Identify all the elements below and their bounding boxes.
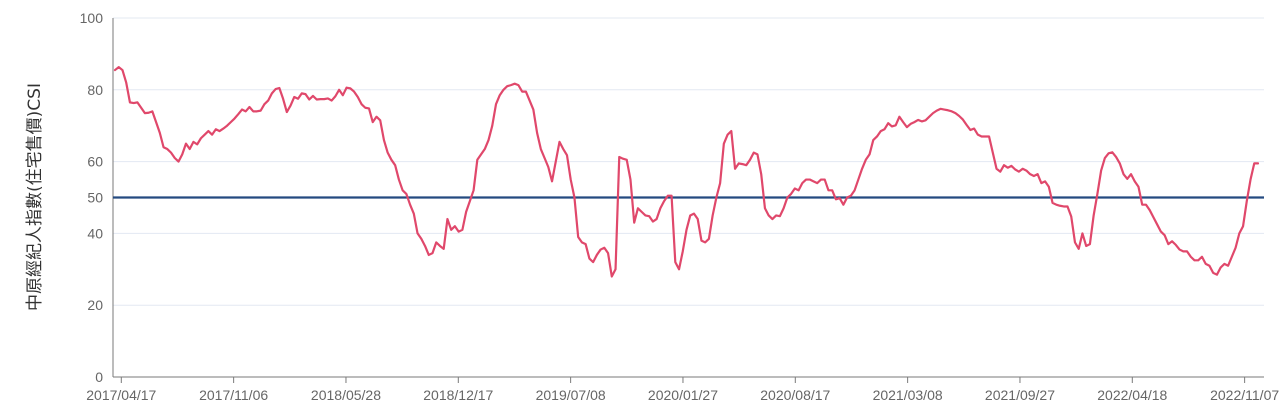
y-tick-label: 100 [80, 10, 104, 26]
x-tick-label: 2021/09/27 [985, 387, 1055, 403]
y-tick-label: 80 [87, 82, 103, 98]
x-tick-label: 2022/04/18 [1097, 387, 1167, 403]
y-tick-label: 50 [87, 190, 103, 206]
y-tick-labels: 0 20 40 50 60 80 100 [80, 10, 104, 385]
y-axis-label: 中原經紀人指數(住宅售價)CSI [25, 83, 45, 311]
y-tick-label: 0 [95, 369, 103, 385]
x-tick-label: 2017/11/06 [199, 387, 268, 403]
y-tick-label: 60 [87, 154, 103, 170]
y-tick-label: 20 [87, 297, 103, 313]
axes [112, 18, 1264, 383]
x-tick-labels: 2017/04/17 2017/11/06 2018/05/28 2018/12/17… [86, 387, 1279, 403]
grid-lines [113, 17, 1264, 306]
x-tick-label: 2018/12/17 [423, 387, 493, 403]
x-tick-label: 2020/01/27 [648, 387, 718, 403]
x-tick-label: 2021/03/08 [873, 387, 943, 403]
x-tick-label: 2017/04/17 [86, 387, 156, 403]
series-group [113, 66, 1260, 278]
x-tick-label: 2019/07/08 [536, 387, 606, 403]
x-tick-label: 2020/08/17 [760, 387, 830, 403]
y-tick-label: 40 [87, 225, 103, 241]
series-line [113, 66, 1260, 278]
x-tick-label: 2022/11/07 [1210, 387, 1279, 403]
x-tick-label: 2018/05/28 [311, 387, 381, 403]
